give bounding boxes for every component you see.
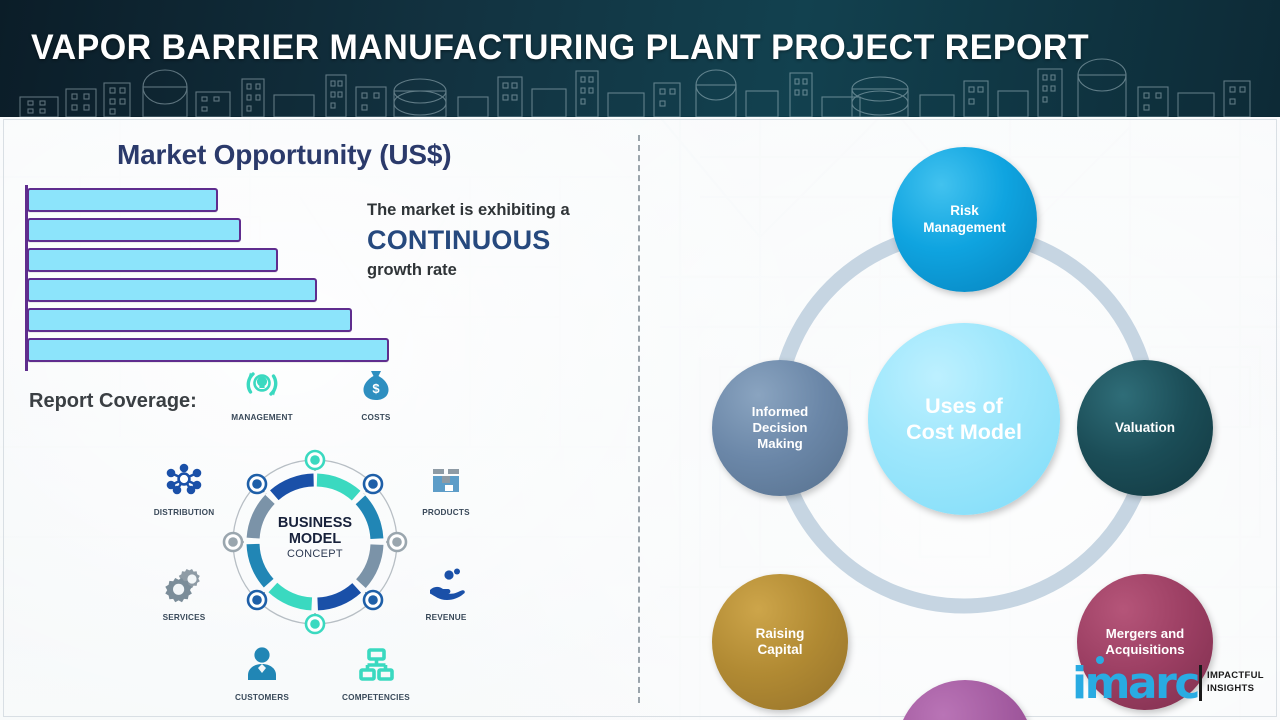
growth-line-1: The market is exhibiting a: [367, 201, 570, 219]
services-icon: [136, 562, 232, 610]
icon-node-products: PRODUCTS: [398, 457, 494, 517]
management-icon: [214, 362, 310, 410]
node-risk-management-line-1: Risk: [950, 203, 979, 219]
node-informed-line-2: Decision: [752, 419, 808, 435]
node-raising-capital: Raising Capital: [712, 574, 848, 710]
icon-node-costs: $ COSTS: [328, 362, 424, 422]
icon-node-competencies: COMPETENCIES: [328, 642, 424, 702]
imarc-tagline-line-2: INSIGHTS: [1207, 683, 1255, 694]
center-node-line-1: Uses of: [925, 393, 1003, 418]
node-raising-capital-line-2: Capital: [757, 642, 803, 657]
growth-statement: The market is exhibiting a CONTINUOUS gr…: [367, 199, 637, 282]
customers-icon: [214, 642, 310, 690]
page-header: VAPOR BARRIER MANUFACTURING PLANT PROJEC…: [0, 0, 1280, 117]
node-informed-line-1: Informed: [751, 403, 809, 419]
business-model-ring-graphic: [222, 449, 408, 635]
costs-label: COSTS: [361, 413, 391, 422]
node-risk-management-line-2: Management: [923, 219, 1006, 235]
customers-label: CUSTOMERS: [235, 693, 289, 702]
content-area: Market Opportunity (US$) The market is e…: [0, 117, 1280, 720]
bar-4: [27, 278, 317, 302]
imarc-logo-dot: [1096, 656, 1104, 664]
node-raising-capital-line-1: Raising: [755, 625, 805, 641]
products-label: PRODUCTS: [422, 508, 470, 517]
icon-node-distribution: DISTRIBUTION: [136, 457, 232, 517]
imarc-logo: imarc IMPACTFUL INSIGHTS: [1072, 656, 1264, 709]
node-informed-decision-making: Informed Decision Making: [712, 360, 848, 496]
growth-line-3: growth rate: [367, 261, 457, 280]
revenue-label: REVENUE: [425, 613, 467, 622]
bar-1: [27, 188, 218, 212]
node-informed-line-3: Making: [757, 436, 803, 452]
bar-3: [27, 248, 278, 272]
distribution-icon: [136, 457, 232, 505]
imarc-tagline-line-1: IMPACTFUL: [1207, 670, 1264, 681]
imarc-logo-divider: [1199, 665, 1202, 701]
center-node-uses-of-cost-model: Uses of Cost Model: [868, 323, 1060, 515]
costs-icon: $: [328, 362, 424, 410]
node-valuation: Valuation: [1077, 360, 1213, 496]
competencies-label: COMPETENCIES: [342, 693, 410, 702]
background-overlay-wash: [0, 117, 1280, 720]
bar-5: [27, 308, 352, 332]
management-label: MANAGEMENT: [231, 413, 293, 422]
distribution-label: DISTRIBUTION: [153, 508, 215, 517]
products-icon: [398, 457, 494, 505]
market-opportunity-title: Market Opportunity (US$): [117, 139, 452, 170]
uses-of-cost-model-diagram: Uses of Cost Model Risk Management Valua…: [640, 117, 1280, 720]
page-title: VAPOR BARRIER MANUFACTURING PLANT PROJEC…: [31, 28, 1090, 67]
business-model-diagram: BUSINESS MODEL CONCEPT MANAGEMENT: [130, 371, 510, 712]
vertical-dashed-divider: [638, 135, 640, 703]
icon-node-services: SERVICES: [136, 562, 232, 622]
node-mergers-acquisitions: Mergers and Acquisitions: [1077, 574, 1213, 710]
skyline-graphic: [19, 58, 1251, 117]
bar-6: [27, 338, 389, 362]
report-coverage-label: Report Coverage:: [29, 390, 197, 412]
center-line-3: CONCEPT: [287, 548, 343, 561]
icon-node-management: MANAGEMENT: [214, 362, 310, 422]
center-line-1: BUSINESS: [277, 515, 353, 531]
business-model-center-text: BUSINESS MODEL CONCEPT: [243, 515, 387, 562]
svg-text:$: $: [372, 381, 380, 396]
icon-node-revenue: REVENUE: [398, 562, 494, 622]
services-label: SERVICES: [162, 613, 206, 622]
imarc-logo-wordmark: imarc: [1072, 658, 1200, 709]
bar-2: [27, 218, 241, 242]
node-mergers-line-1: Mergers and: [1105, 625, 1185, 641]
center-line-2: MODEL: [288, 531, 342, 548]
node-valuation-line-1: Valuation: [1114, 419, 1175, 435]
node-mergers-line-2: Acquisitions: [1105, 642, 1185, 657]
center-node-line-2: Cost Model: [906, 420, 1022, 444]
chart-axis-line: [25, 185, 28, 371]
growth-line-2-emphasis: CONTINUOUS: [367, 225, 551, 256]
icon-node-customers: CUSTOMERS: [214, 642, 310, 702]
competencies-icon: [328, 642, 424, 690]
node-risk-management: Risk Management: [892, 147, 1037, 292]
revenue-icon: [398, 562, 494, 610]
